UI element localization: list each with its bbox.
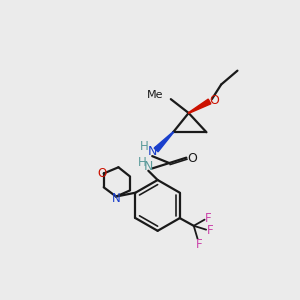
Text: F: F bbox=[196, 238, 202, 251]
Text: H: H bbox=[140, 140, 149, 153]
Polygon shape bbox=[154, 132, 173, 152]
Text: N: N bbox=[112, 192, 121, 205]
Text: Me: Me bbox=[147, 90, 164, 100]
Text: N: N bbox=[148, 145, 157, 158]
Text: O: O bbox=[187, 152, 197, 165]
Text: H: H bbox=[138, 156, 146, 169]
Text: O: O bbox=[209, 94, 219, 107]
Text: N: N bbox=[144, 160, 153, 172]
Text: O: O bbox=[98, 167, 107, 180]
Text: F: F bbox=[205, 212, 212, 225]
Polygon shape bbox=[188, 99, 211, 113]
Text: F: F bbox=[207, 224, 213, 237]
